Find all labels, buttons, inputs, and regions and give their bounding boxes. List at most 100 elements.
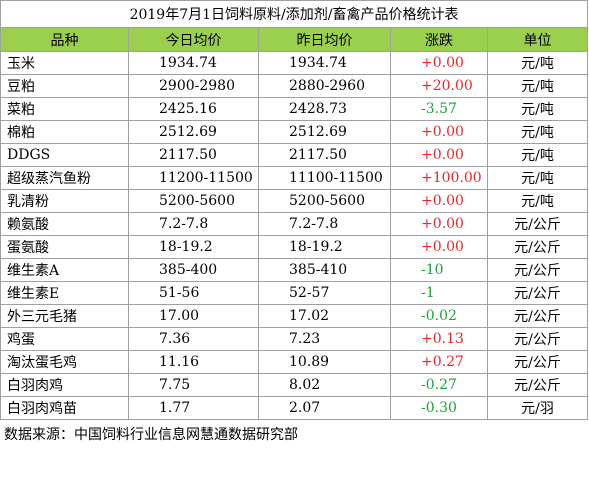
cell: 豆粕	[0, 74, 129, 98]
cell: 7.36	[128, 327, 259, 351]
header-cell: 昨日均价	[258, 27, 391, 52]
cell: +100.00	[390, 166, 488, 190]
data-row: 棉粕 2512.69 2512.69 +0.00 元/吨	[0, 120, 589, 144]
data-row: 外三元毛猪 17.00 17.02 -0.02 元/公斤	[0, 304, 589, 328]
header-cell: 涨跌	[390, 27, 488, 52]
cell: 7.23	[258, 327, 391, 351]
footer: 数据来源：中国饲料行业信息网慧通数据研究部	[4, 427, 298, 443]
cell: 外三元毛猪	[0, 304, 129, 328]
cell: 元/公斤	[486, 281, 589, 305]
data-row: 超级蒸汽鱼粉 11200-11500 11100-11500 +100.00 元/吨	[0, 166, 589, 190]
cell: -1	[390, 281, 488, 305]
cell: +0.00	[390, 189, 488, 213]
cell: 2.07	[258, 396, 391, 420]
cell: 385-410	[258, 258, 391, 282]
data-row: 白羽肉鸡 7.75 8.02 -0.27 元/公斤	[0, 373, 589, 397]
data-row: 维生素A 385-400 385-410 -10 元/公斤	[0, 258, 589, 282]
cell: 元/吨	[486, 97, 589, 121]
cell: +0.00	[390, 143, 488, 167]
cell: 2512.69	[258, 120, 391, 144]
header-cell: 今日均价	[128, 27, 259, 52]
data-row: 维生素E 51-56 52-57 -1 元/公斤	[0, 281, 589, 305]
cell: 385-400	[128, 258, 259, 282]
data-row: 豆粕 2900-2980 2880-2960 +20.00 元/吨	[0, 74, 589, 98]
cell: 元/公斤	[486, 258, 589, 282]
cell: 2117.50	[128, 143, 259, 167]
cell: 元/吨	[486, 74, 589, 98]
cell: 5200-5600	[258, 189, 391, 213]
data-row: 乳清粉 5200-5600 5200-5600 +0.00 元/吨	[0, 189, 589, 213]
cell: 2512.69	[128, 120, 259, 144]
cell: 7.2-7.8	[128, 212, 259, 236]
cell: 维生素A	[0, 258, 129, 282]
cell: 1934.74	[258, 51, 391, 75]
cell: 白羽肉鸡苗	[0, 396, 129, 420]
cell: 棉粕	[0, 120, 129, 144]
cell: 元/公斤	[486, 235, 589, 259]
data-row: DDGS 2117.50 2117.50 +0.00 元/吨	[0, 143, 589, 167]
cell: -0.02	[390, 304, 488, 328]
cell: 11.16	[128, 350, 259, 374]
data-row: 玉米 1934.74 1934.74 +0.00 元/吨	[0, 51, 589, 75]
cell: 元/吨	[486, 189, 589, 213]
cell: +0.00	[390, 212, 488, 236]
cell: 18-19.2	[258, 235, 391, 259]
cell: 鸡蛋	[0, 327, 129, 351]
data-row: 鸡蛋 7.36 7.23 +0.13 元/公斤	[0, 327, 589, 351]
cell: 1.77	[128, 396, 259, 420]
cell: 白羽肉鸡	[0, 373, 129, 397]
cell: +0.00	[390, 120, 488, 144]
cell: 玉米	[0, 51, 129, 75]
cell: 10.89	[258, 350, 391, 374]
cell: 2880-2960	[258, 74, 391, 98]
cell: +0.00	[390, 235, 488, 259]
cell: 元/公斤	[486, 212, 589, 236]
header-row: 品种 今日均价 昨日均价 涨跌 单位	[0, 27, 589, 52]
cell: -10	[390, 258, 488, 282]
cell: -0.27	[390, 373, 488, 397]
price-table: 2019年7月1日饲料原料/添加剂/畜禽产品价格统计表 品种 今日均价 昨日均价 涨跌…	[0, 0, 589, 420]
cell: 元/吨	[486, 51, 589, 75]
cell: 淘汰蛋毛鸡	[0, 350, 129, 374]
data-row: 蛋氨酸 18-19.2 18-19.2 +0.00 元/公斤	[0, 235, 589, 259]
cell: 蛋氨酸	[0, 235, 129, 259]
cell: 1934.74	[128, 51, 259, 75]
cell: 2425.16	[128, 97, 259, 121]
cell: 超级蒸汽鱼粉	[0, 166, 129, 190]
data-row: 淘汰蛋毛鸡 11.16 10.89 +0.27 元/公斤	[0, 350, 589, 374]
header-cell: 单位	[486, 27, 589, 52]
cell: +0.27	[390, 350, 488, 374]
cell: 11100-11500	[258, 166, 391, 190]
cell: DDGS	[0, 143, 129, 167]
cell: 5200-5600	[128, 189, 259, 213]
cell: 赖氨酸	[0, 212, 129, 236]
cell: -0.30	[390, 396, 488, 420]
cell: 17.00	[128, 304, 259, 328]
cell: 51-56	[128, 281, 259, 305]
cell: 菜粕	[0, 97, 129, 121]
header-cell: 品种	[0, 27, 129, 52]
cell: 7.2-7.8	[258, 212, 391, 236]
cell: 元/吨	[486, 166, 589, 190]
cell: 乳清粉	[0, 189, 129, 213]
cell: 8.02	[258, 373, 391, 397]
cell: 2428.73	[258, 97, 391, 121]
cell: +0.00	[390, 51, 488, 75]
cell: 元/公斤	[486, 350, 589, 374]
cell: 18-19.2	[128, 235, 259, 259]
cell: 元/公斤	[486, 304, 589, 328]
cell: 维生素E	[0, 281, 129, 305]
cell: 52-57	[258, 281, 391, 305]
cell: 17.02	[258, 304, 391, 328]
cell: 2900-2980	[128, 74, 259, 98]
data-row: 白羽肉鸡苗 1.77 2.07 -0.30 元/羽	[0, 396, 589, 420]
cell: 7.75	[128, 373, 259, 397]
cell: 元/羽	[486, 396, 589, 420]
data-row: 菜粕 2425.16 2428.73 -3.57 元/吨	[0, 97, 589, 121]
cell: 元/吨	[486, 120, 589, 144]
data-row: 赖氨酸 7.2-7.8 7.2-7.8 +0.00 元/公斤	[0, 212, 589, 236]
cell: 元/公斤	[486, 373, 589, 397]
cell: +0.13	[390, 327, 488, 351]
table-title: 2019年7月1日饲料原料/添加剂/畜禽产品价格统计表	[0, 0, 589, 28]
